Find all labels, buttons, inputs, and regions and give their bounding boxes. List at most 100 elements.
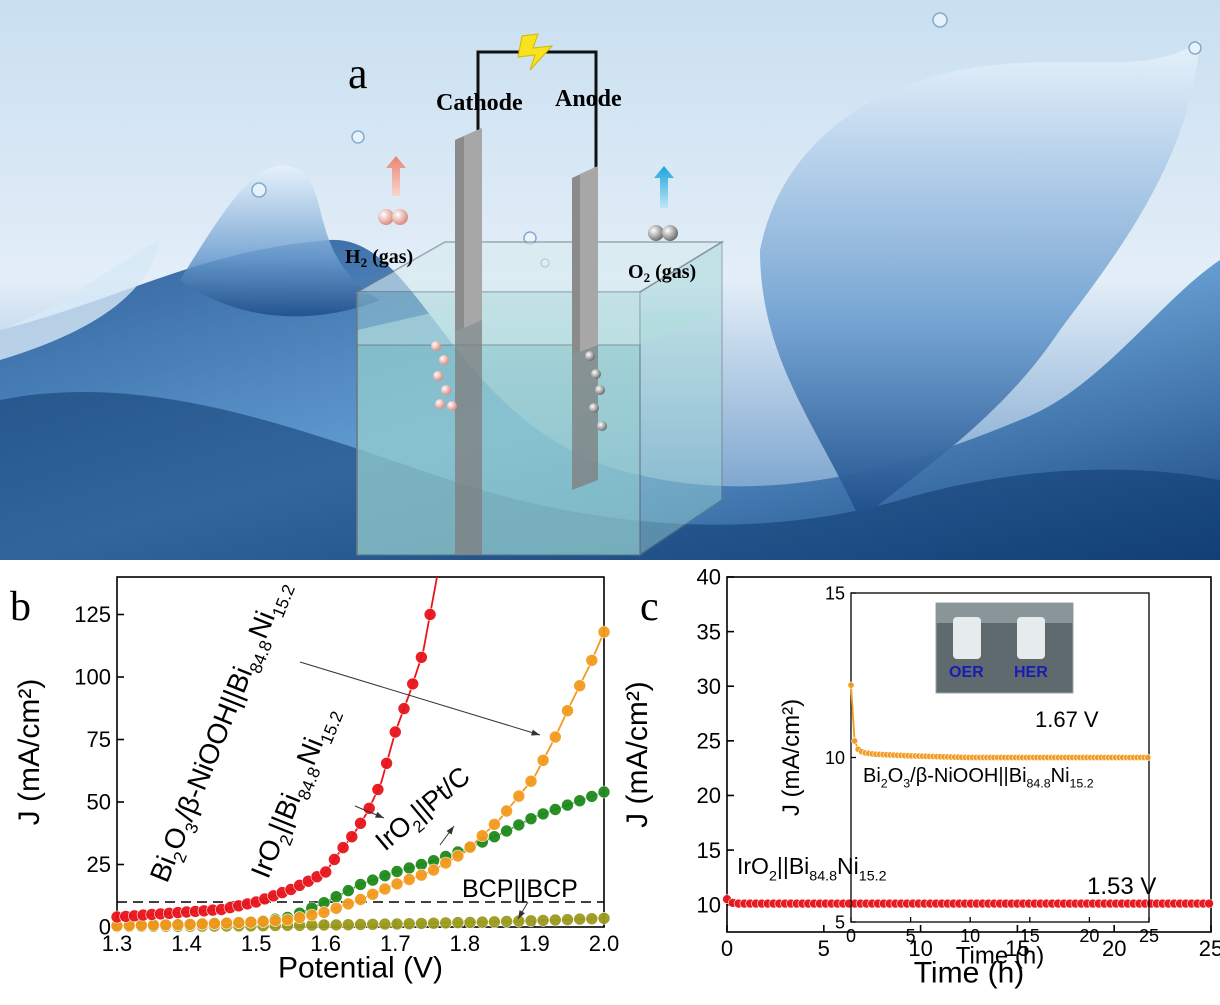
inset-point-bi2o3 <box>847 681 855 689</box>
b-annotation-bcp: BCP||BCP <box>462 875 578 903</box>
b-point-iro2_ptc <box>597 785 611 799</box>
b-x-tick-label: 1.4 <box>171 931 202 956</box>
b-point-iro2_bini <box>281 913 294 927</box>
inset-series-label: Bi2O3/β-NiOOH||Bi84.8Ni15.2 <box>863 765 1094 791</box>
b-point-iro2_bini <box>500 804 513 818</box>
b-point-bcp <box>402 917 416 931</box>
b-point-bcp <box>597 911 611 925</box>
b-x-tick-label: 1.9 <box>519 931 550 956</box>
inset-photo-electrode-oer <box>953 617 981 659</box>
b-point-iro2_bini <box>147 918 160 932</box>
b-point-iro2_ptc <box>573 794 587 808</box>
c-series-label: IrO2||Bi84.8Ni15.2 <box>737 853 887 884</box>
b-point-bi2o3 <box>354 816 367 830</box>
panel-a-label: a <box>348 49 368 98</box>
b-point-bi2o3 <box>397 702 411 715</box>
b-point-bcp <box>415 917 428 930</box>
b-point-iro2_bini <box>536 753 550 767</box>
c-y-tick-label: 25 <box>697 729 721 754</box>
b-point-iro2_bini <box>159 918 172 932</box>
b-point-bcp <box>488 915 501 929</box>
b-point-iro2_bini <box>329 901 343 915</box>
b-x-tick-label: 1.8 <box>450 931 481 956</box>
b-point-iro2_bini <box>512 789 526 803</box>
b-y-axis-label: J (mA/cm²) <box>13 679 46 826</box>
panel-b-label: b <box>10 584 31 630</box>
b-point-iro2_bini <box>427 863 440 877</box>
inset-x-axis-label: Time (h) <box>956 942 1044 969</box>
b-point-iro2_bini <box>585 654 599 667</box>
inset-photo-label-her: HER <box>1014 664 1048 681</box>
inset-photo-label-oer: OER <box>949 664 984 681</box>
inset-x-tick-label: 15 <box>1020 926 1040 946</box>
b-y-tick-label: 50 <box>87 790 111 815</box>
inset-y-axis-label: J (mA/cm²) <box>778 699 805 816</box>
b-point-iro2_ptc <box>536 807 550 821</box>
b-point-iro2_bini <box>488 818 501 831</box>
b-annotation-arrowhead <box>531 729 540 736</box>
b-y-tick-label: 0 <box>99 915 111 940</box>
b-point-iro2_bini <box>524 774 538 788</box>
b-point-iro2_bini <box>293 911 306 924</box>
inset-x-tick-label: 5 <box>906 926 916 946</box>
b-point-bcp <box>585 912 599 926</box>
b-point-iro2_bini <box>475 829 489 843</box>
b-point-iro2_ptc <box>329 890 343 904</box>
c-plot-frame <box>726 576 1212 933</box>
anode-label: Anode <box>555 86 622 112</box>
b-x-tick-label: 2.0 <box>589 931 620 956</box>
b-point-iro2_ptc <box>524 812 538 826</box>
c-y-tick-label: 20 <box>697 783 721 808</box>
c-y-tick-label: 30 <box>697 674 721 699</box>
o2-gas-label: O2 (gas) <box>628 261 696 285</box>
h2-gas-label: H2 (gas) <box>345 246 413 270</box>
b-point-iro2_bini <box>378 882 392 896</box>
b-point-iro2_ptc <box>354 878 367 891</box>
b-point-iro2_bini <box>402 873 416 886</box>
b-annotation-arrowhead <box>518 910 525 919</box>
b-point-iro2_bini <box>548 730 562 744</box>
b-point-bcp <box>524 914 538 928</box>
b-x-axis-label: Potential (V) <box>278 952 443 985</box>
c-y-axis-label: J (mA/cm²) <box>621 681 654 828</box>
b-point-iro2_bini <box>366 887 380 901</box>
b-point-iro2_ptc <box>585 790 599 803</box>
c-x-tick-label: 20 <box>1102 936 1126 961</box>
b-annotation-iro2-ptc: IrO2||Pt/C <box>370 761 480 861</box>
b-point-iro2_bini <box>439 856 453 870</box>
b-point-bcp <box>439 916 453 930</box>
b-point-bi2o3 <box>345 830 359 844</box>
b-point-bi2o3 <box>371 783 385 796</box>
inset-point-bi2o3 <box>851 737 859 745</box>
b-y-tick-label: 125 <box>74 602 111 627</box>
b-x-tick-label: 1.5 <box>241 931 272 956</box>
b-point-iro2_ptc <box>366 873 380 887</box>
b-point-iro2_bini <box>171 918 185 932</box>
b-point-iro2_ptc <box>512 818 526 832</box>
b-point-bi2o3 <box>336 841 350 854</box>
b-point-iro2_ptc <box>390 865 404 878</box>
b-point-iro2_bini <box>317 906 331 919</box>
panel-b-chart: 1.3 1.4 1.5 1.6 1.7 1.8 1.9 2.0 0 25 50 75 100 125 Pot… <box>13 576 620 985</box>
inset-photo-electrode-her <box>1017 617 1045 659</box>
b-y-tick-label: 100 <box>74 665 111 690</box>
b-point-iro2_bini <box>183 918 197 931</box>
b-point-iro2_bini <box>305 908 319 922</box>
c-x-tick-label: 25 <box>1199 936 1220 961</box>
b-point-iro2_bini <box>451 849 465 863</box>
b-point-bi2o3 <box>415 650 428 664</box>
inset-voltage-label: 1.67 V <box>1035 707 1099 732</box>
b-point-iro2_ptc <box>402 861 416 875</box>
b-point-iro2_ptc <box>415 858 428 871</box>
b-annotation-arrowhead <box>446 826 454 835</box>
b-point-bi2o3 <box>380 756 393 770</box>
b-point-bi2o3 <box>406 677 420 691</box>
b-point-iro2_bini <box>561 704 574 718</box>
inset-y-tick-label: 10 <box>825 748 845 768</box>
b-point-bcp <box>427 916 440 930</box>
b-point-iro2_bini <box>244 915 258 929</box>
inset-point-bi2o3 <box>1144 753 1152 761</box>
c-x-tick-label: 5 <box>818 936 830 961</box>
